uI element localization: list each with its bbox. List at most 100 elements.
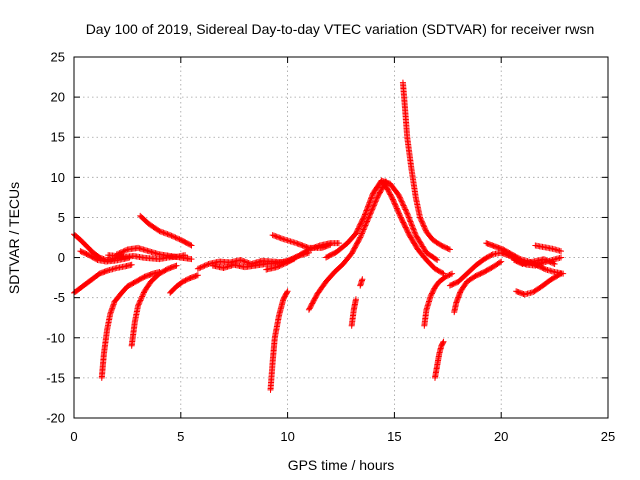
- data-point: [169, 233, 176, 240]
- data-point: [396, 194, 403, 201]
- y-tick-label: -20: [46, 411, 65, 426]
- data-point: [542, 256, 549, 263]
- data-point: [364, 218, 371, 225]
- data-point: [202, 262, 209, 269]
- x-tick-label: 15: [387, 429, 401, 444]
- data-point: [427, 293, 434, 300]
- series-arc-l: [267, 288, 291, 393]
- data-point: [428, 291, 435, 298]
- series-arc-p: [323, 177, 441, 263]
- data-point: [411, 229, 418, 236]
- data-point: [368, 194, 375, 201]
- data-point: [400, 202, 407, 209]
- data-point: [308, 245, 315, 252]
- data-point: [392, 201, 399, 208]
- data-point: [204, 261, 211, 268]
- data-point: [361, 212, 368, 219]
- data-point: [366, 200, 373, 207]
- data-point: [187, 241, 194, 248]
- data-point: [168, 232, 175, 239]
- data-point: [395, 209, 402, 216]
- data-point: [393, 204, 400, 211]
- chart-title: Day 100 of 2019, Sidereal Day-to-day VTE…: [86, 21, 595, 37]
- data-point: [412, 230, 419, 237]
- data-point: [365, 203, 372, 210]
- data-point: [93, 256, 100, 263]
- series-arc-o: [305, 178, 389, 313]
- data-point: [439, 339, 446, 346]
- data-point: [417, 215, 424, 222]
- data-point: [120, 248, 127, 255]
- data-point: [121, 247, 128, 254]
- data-point: [359, 229, 366, 236]
- data-point: [371, 201, 378, 208]
- y-tick-label: -5: [53, 290, 65, 305]
- data-point: [280, 261, 287, 268]
- data-point: [240, 257, 247, 264]
- data-point: [355, 225, 362, 232]
- data-point: [198, 263, 205, 270]
- data-point: [404, 211, 411, 218]
- data-point: [270, 232, 277, 239]
- data-point: [370, 202, 377, 209]
- x-tick-label: 25: [601, 429, 615, 444]
- data-point: [399, 199, 406, 206]
- data-point: [364, 204, 371, 211]
- data-point: [440, 338, 447, 345]
- series-arc-x: [451, 258, 505, 316]
- data-point: [312, 244, 319, 251]
- data-point: [361, 211, 368, 218]
- data-point: [161, 230, 168, 237]
- data-point: [541, 266, 548, 273]
- data-point: [402, 207, 409, 214]
- y-tick-label: -15: [46, 370, 65, 385]
- data-point: [363, 207, 370, 214]
- data-point: [357, 220, 364, 227]
- series-arc-g: [137, 212, 195, 249]
- data-point: [369, 206, 376, 213]
- data-points: [71, 79, 567, 393]
- series-arc-r: [357, 276, 366, 289]
- data-point: [396, 211, 403, 218]
- data-point: [241, 258, 248, 265]
- data-point: [389, 196, 396, 203]
- data-point: [181, 277, 188, 284]
- data-point: [498, 258, 505, 265]
- data-point: [368, 207, 375, 214]
- data-point: [369, 205, 376, 212]
- x-tick-label: 5: [177, 429, 184, 444]
- data-point: [356, 235, 363, 242]
- data-point: [123, 247, 130, 254]
- data-point: [354, 227, 361, 234]
- data-point: [359, 276, 366, 283]
- data-point: [128, 261, 135, 268]
- series-arc-i: [167, 272, 201, 296]
- series-arc-aa: [532, 242, 565, 255]
- data-point: [115, 250, 122, 257]
- data-point: [360, 226, 367, 233]
- data-point: [411, 228, 418, 235]
- data-point: [356, 224, 363, 231]
- data-point: [164, 231, 171, 238]
- data-point: [352, 296, 359, 303]
- data-point: [356, 222, 363, 229]
- data-point: [394, 208, 401, 215]
- series-arc-n: [263, 240, 342, 273]
- data-point: [368, 209, 375, 216]
- data-point: [407, 219, 414, 226]
- y-tick-label: 15: [51, 130, 65, 145]
- data-point: [544, 257, 551, 264]
- data-point: [159, 229, 166, 236]
- data-point: [418, 218, 425, 225]
- data-point: [401, 205, 408, 212]
- series-arc-y: [483, 240, 567, 277]
- data-point: [430, 286, 437, 293]
- data-point: [139, 293, 146, 300]
- data-point: [277, 262, 284, 269]
- data-point: [397, 213, 404, 220]
- plot-frame: [73, 56, 609, 419]
- data-point: [237, 256, 244, 263]
- data-point: [175, 235, 182, 242]
- data-point: [398, 198, 405, 205]
